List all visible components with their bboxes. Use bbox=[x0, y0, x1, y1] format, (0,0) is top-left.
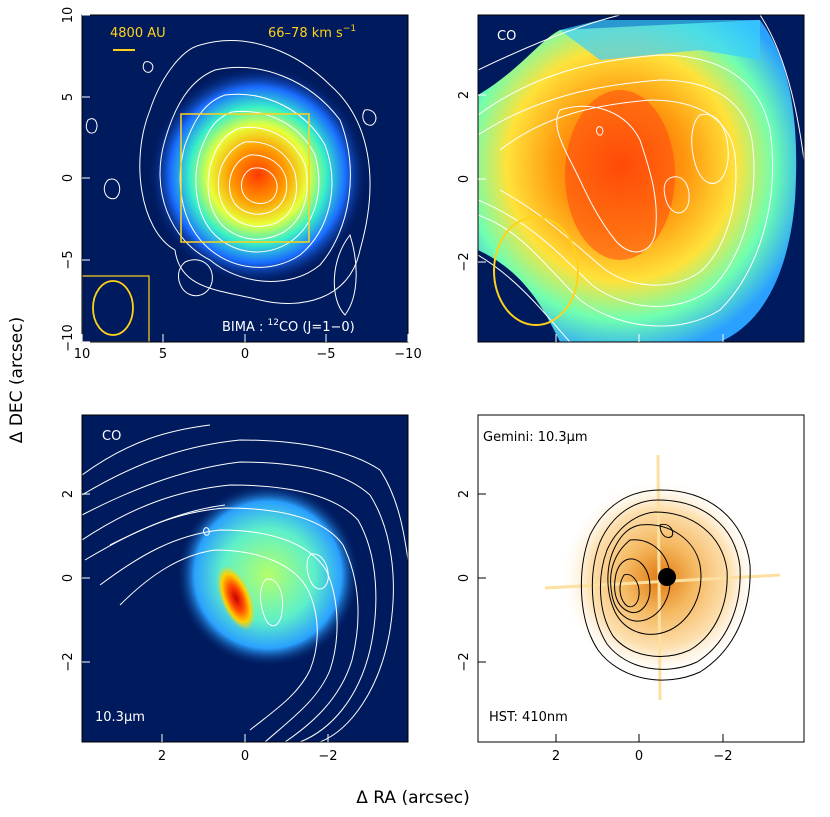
tick-label: −2 bbox=[457, 652, 472, 671]
panel-top-left-x-tick-labels: 10 5 0 −5 −10 bbox=[74, 347, 422, 362]
tick-label: 5 bbox=[61, 93, 76, 101]
panel-top-left: 4800 AU 66–78 km s−1 BIMA : 12CO (J=1−0)… bbox=[61, 7, 422, 362]
tick-label: −5 bbox=[61, 250, 76, 269]
panel-sublabel: HST: 410nm bbox=[489, 710, 568, 725]
beam-ellipse bbox=[493, 216, 579, 326]
tick-label: 0 bbox=[61, 174, 76, 182]
co-emission-map bbox=[148, 65, 368, 285]
panel-bottom-left-ticks bbox=[82, 493, 329, 742]
mid-ir-contours bbox=[580, 489, 751, 681]
tick-label: 5 bbox=[159, 347, 167, 362]
tick-label: 2 bbox=[158, 749, 166, 764]
instrument-line-label: BIMA : 12CO (J=1−0) bbox=[222, 318, 355, 335]
tick-label: 2 bbox=[457, 91, 472, 99]
tick-label: −10 bbox=[61, 324, 76, 351]
beam-box bbox=[82, 275, 150, 342]
velocity-label: 66–78 km s−1 bbox=[268, 24, 356, 41]
scale-label: 4800 AU bbox=[110, 26, 166, 41]
panel-label: CO bbox=[497, 29, 516, 44]
panel-bottom-right-ticks bbox=[478, 493, 724, 742]
panel-top-left-y-tick-labels: 10 5 0 −5 −10 bbox=[61, 7, 76, 352]
tick-label: 10 bbox=[61, 7, 76, 24]
tick-label: 0 bbox=[241, 347, 249, 362]
tick-label: −2 bbox=[61, 652, 76, 671]
panel-bottom-left: CO 10.3μm 2 0 −2 2 0 −2 bbox=[61, 414, 409, 764]
panel-bottom-right-x-tick-labels: 2 0 −2 bbox=[552, 749, 733, 764]
tick-label: 0 bbox=[61, 574, 76, 582]
panel-label: Gemini: 10.3μm bbox=[483, 430, 588, 445]
tick-label: 0 bbox=[457, 574, 472, 582]
mid-ir-hotspot bbox=[217, 565, 255, 631]
tick-label: 2 bbox=[457, 490, 472, 498]
x-axis-title: Δ RA (arcsec) bbox=[356, 788, 470, 808]
tick-label: −10 bbox=[394, 347, 421, 362]
panel-top-right-ticks bbox=[478, 94, 724, 342]
beam-ellipse bbox=[92, 280, 134, 336]
panel-label: CO bbox=[102, 429, 121, 444]
tick-label: −5 bbox=[316, 347, 335, 362]
tick-label: 0 bbox=[241, 749, 249, 764]
panel-sublabel: 10.3μm bbox=[95, 710, 145, 725]
panel-top-right: CO 2 0 −2 bbox=[457, 14, 805, 343]
co-contours bbox=[82, 424, 408, 742]
co-contours bbox=[85, 40, 377, 316]
mid-ir-map bbox=[176, 483, 360, 667]
tick-label: 10 bbox=[74, 347, 91, 362]
tick-label: 0 bbox=[457, 175, 472, 183]
panel-bottom-right: Gemini: 10.3μm HST: 410nm 2 0 −2 2 0 −2 bbox=[457, 414, 805, 764]
panel-bottom-right-y-tick-labels: 2 0 −2 bbox=[457, 490, 472, 672]
tick-label: 2 bbox=[552, 749, 560, 764]
tick-label: −2 bbox=[713, 749, 732, 764]
tick-label: −2 bbox=[318, 749, 337, 764]
central-star bbox=[658, 568, 676, 586]
y-axis-title: Δ DEC (arcsec) bbox=[7, 317, 27, 443]
tick-label: −2 bbox=[457, 252, 472, 271]
panel-bottom-left-y-tick-labels: 2 0 −2 bbox=[61, 490, 76, 672]
panel-top-left-ticks bbox=[81, 14, 409, 343]
panel-top-right-y-tick-labels: 2 0 −2 bbox=[457, 91, 472, 272]
zoom-region-box bbox=[180, 113, 310, 243]
panel-bottom-left-x-tick-labels: 2 0 −2 bbox=[158, 749, 338, 764]
tick-label: 0 bbox=[635, 749, 643, 764]
tick-label: 2 bbox=[61, 490, 76, 498]
